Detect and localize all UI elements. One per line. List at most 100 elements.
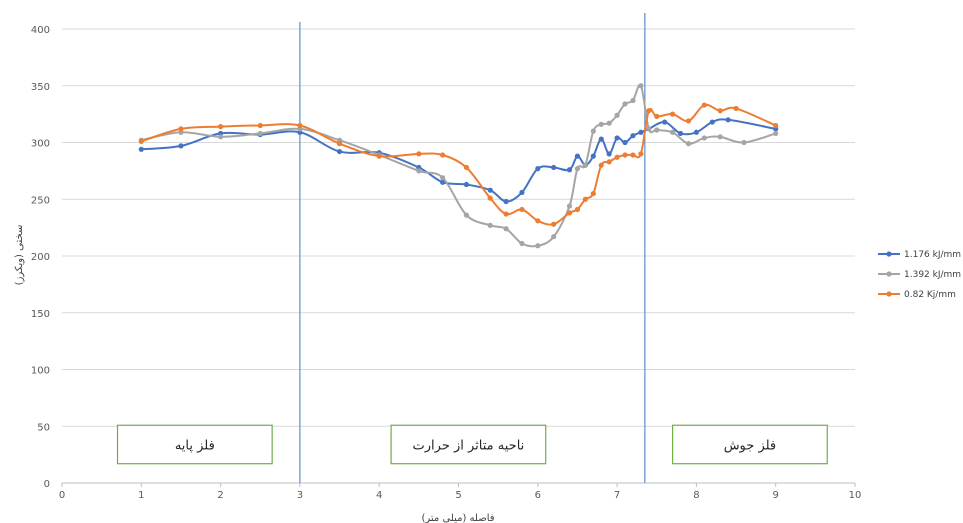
data-point xyxy=(376,153,382,159)
data-point xyxy=(590,128,596,134)
data-point xyxy=(535,166,541,172)
legend-label: 0.82 Kj/mm xyxy=(904,290,956,300)
x-tick-label: 10 xyxy=(849,490,862,501)
x-axis-title: فاصله (میلی متر) xyxy=(421,513,494,523)
data-point xyxy=(218,134,224,140)
data-point xyxy=(670,111,676,117)
data-point xyxy=(773,130,779,137)
tick-labels: 0 50 100 150 200 250 300 350 400 0 1 2 3 4 5 6 7 8 9 10 xyxy=(31,25,861,501)
x-tick-label: 8 xyxy=(693,490,699,501)
data-point xyxy=(551,164,557,171)
data-point xyxy=(519,240,525,247)
data-point xyxy=(685,118,692,124)
data-point xyxy=(336,148,343,155)
data-point xyxy=(416,151,422,157)
series-line xyxy=(140,103,777,226)
data-point xyxy=(551,234,557,240)
x-tick-label: 3 xyxy=(297,490,303,501)
data-point xyxy=(662,119,668,125)
data-point xyxy=(646,126,652,132)
data-point xyxy=(717,134,723,140)
data-point xyxy=(487,195,493,201)
y-tick-label: 0 xyxy=(44,479,50,490)
x-tick-label: 9 xyxy=(773,490,779,501)
legend-label: 1.392 kJ/mm xyxy=(904,270,961,280)
data-point xyxy=(709,119,715,125)
data-point xyxy=(614,112,620,118)
axes xyxy=(61,482,856,487)
data-point xyxy=(654,127,660,133)
data-point xyxy=(773,122,779,129)
data-point xyxy=(717,108,723,114)
data-point xyxy=(582,162,588,168)
data-point xyxy=(535,243,541,249)
data-point xyxy=(630,97,636,104)
legend-swatch-marker xyxy=(886,251,892,257)
data-point xyxy=(440,152,446,158)
legend-swatch-marker xyxy=(886,271,892,277)
data-point xyxy=(535,218,541,224)
data-point xyxy=(519,189,525,196)
data-point xyxy=(741,139,747,146)
data-point xyxy=(463,164,470,171)
series-line xyxy=(141,83,776,248)
data-point xyxy=(257,130,263,137)
data-point xyxy=(733,105,739,112)
data-point xyxy=(574,206,581,213)
series-1 xyxy=(138,83,779,249)
data-point xyxy=(566,167,573,173)
zone-box xyxy=(672,424,828,465)
x-tick-label: 2 xyxy=(217,490,223,501)
data-point xyxy=(463,212,470,218)
data-point xyxy=(297,122,303,129)
data-point xyxy=(503,211,509,217)
data-point xyxy=(590,190,596,197)
data-point xyxy=(463,181,470,188)
zone-label: فلز پایه xyxy=(175,438,215,453)
data-point xyxy=(701,135,707,141)
data-point xyxy=(725,117,731,123)
data-point xyxy=(638,83,644,89)
zone-label: ناحیه متاثر از حرارت xyxy=(413,438,525,453)
zone-label: فلز جوش xyxy=(724,438,776,453)
data-point xyxy=(638,151,644,157)
data-point xyxy=(178,143,184,149)
data-point xyxy=(685,141,692,147)
y-tick-label: 100 xyxy=(31,366,50,377)
series-2 xyxy=(138,102,779,227)
y-tick-label: 50 xyxy=(37,422,50,433)
data-point xyxy=(622,101,628,107)
data-point xyxy=(487,222,493,228)
data-point xyxy=(606,151,612,157)
data-point xyxy=(416,168,422,174)
series-group xyxy=(138,83,779,249)
zone-box xyxy=(116,424,273,465)
data-point xyxy=(566,210,573,216)
legend-label: 1.176 kJ/mm xyxy=(904,250,961,260)
data-point xyxy=(336,141,343,147)
y-tick-label: 150 xyxy=(31,309,50,320)
data-point xyxy=(670,129,676,135)
legend: 1.176 kJ/mm 1.392 kJ/mm 0.82 Kj/mm xyxy=(878,250,961,300)
x-tick-label: 6 xyxy=(535,490,541,501)
x-tick-label: 0 xyxy=(59,490,65,501)
data-point xyxy=(598,136,604,142)
data-point xyxy=(566,203,573,209)
gridlines xyxy=(62,28,855,484)
data-point xyxy=(630,152,636,158)
data-point xyxy=(582,196,588,202)
y-tick-label: 200 xyxy=(31,252,50,263)
data-point xyxy=(638,129,644,135)
data-point xyxy=(503,198,509,205)
legend-swatch-marker xyxy=(886,291,892,297)
y-axis-title: سختی (ویکرز) xyxy=(14,225,25,286)
data-point xyxy=(440,179,446,185)
data-point xyxy=(598,121,604,127)
data-point xyxy=(574,153,581,159)
data-point xyxy=(487,187,493,193)
data-point xyxy=(677,130,684,137)
data-point xyxy=(138,138,144,144)
data-point xyxy=(622,139,628,146)
data-point xyxy=(590,153,596,159)
data-point xyxy=(693,129,700,135)
